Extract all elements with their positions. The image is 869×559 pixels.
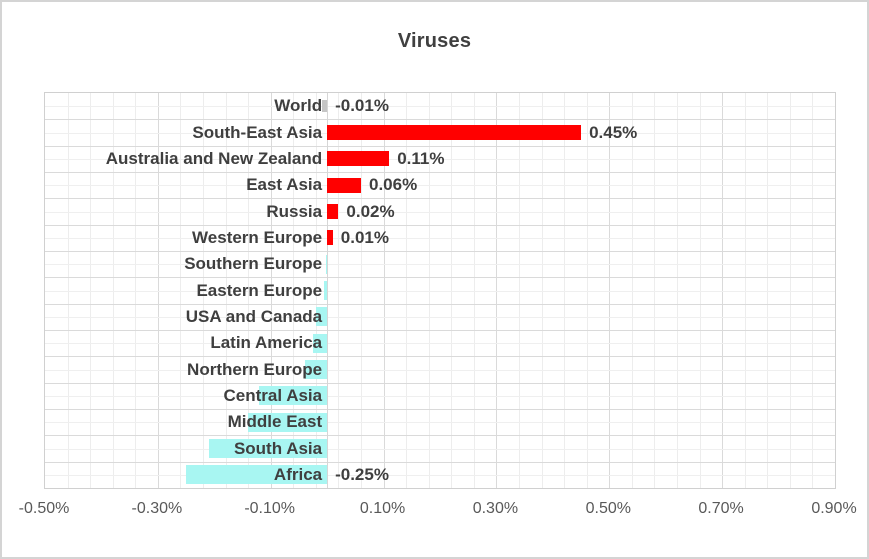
gridline-horizontal-major	[45, 356, 835, 358]
plot-area: World -0.01% South-East Asia 0.45% Australia…	[44, 92, 836, 489]
gridline-horizontal-major	[45, 277, 835, 279]
bar-central-asia	[259, 386, 328, 406]
gridline-horizontal-major	[45, 251, 835, 252]
gridline-horizontal-minor	[45, 290, 835, 292]
bar-south-east-asia	[327, 125, 581, 140]
data-label: 0.01%	[340, 227, 389, 247]
data-label: -0.25%	[335, 464, 389, 484]
bar-northern-europe	[304, 360, 328, 379]
gridline-horizontal-minor	[45, 369, 835, 371]
data-label: 0.45%	[589, 122, 638, 142]
bar-africa	[186, 465, 328, 485]
gridline-horizontal-minor	[45, 395, 835, 397]
gridline-horizontal-minor	[45, 237, 835, 239]
bar-western-europe	[327, 230, 333, 246]
data-label: 0.06%	[369, 175, 418, 195]
gridline-horizontal-minor	[45, 106, 835, 108]
gridline-horizontal-major	[45, 303, 835, 305]
bar-east-asia	[327, 177, 361, 193]
data-label: -0.01%	[335, 96, 389, 116]
x-axis-tick-label: 0.90%	[811, 500, 857, 517]
category-label: South-East Asia	[192, 122, 323, 142]
x-axis-tick-label: 0.50%	[585, 500, 631, 517]
gridline-horizontal-major	[45, 330, 835, 331]
category-label: World	[274, 96, 323, 116]
gridline-horizontal-major	[45, 409, 835, 410]
category-label: Eastern Europe	[196, 280, 323, 300]
x-axis-tick-label: 0.70%	[698, 500, 744, 517]
gridline-horizontal-major	[45, 382, 835, 384]
bar-middle-east	[248, 412, 328, 432]
data-label: 0.02%	[346, 201, 395, 221]
gridline-horizontal-major	[45, 172, 835, 173]
gridline-horizontal-minor	[45, 474, 835, 476]
bar-southern-europe	[325, 254, 328, 274]
gridline-horizontal-major	[45, 461, 835, 463]
category-label: Central Asia	[223, 385, 323, 405]
x-axis-tick-label: 0.30%	[472, 500, 519, 517]
category-label: Africa	[273, 464, 323, 484]
x-axis-tick-label: -0.50%	[18, 500, 70, 517]
category-label: Middle East	[227, 412, 323, 432]
zero-axis-line	[327, 93, 329, 488]
x-axis-tick-label: -0.30%	[131, 500, 183, 517]
data-label: 0.11%	[397, 148, 445, 168]
gridline-horizontal-minor	[45, 158, 835, 160]
gridline-horizontal-major	[45, 145, 835, 147]
category-label: Southern Europe	[184, 254, 323, 274]
category-label: Australia and New Zealand	[105, 148, 323, 168]
chart-title: Viruses	[397, 30, 472, 52]
gridline-horizontal-minor	[45, 343, 835, 345]
category-label: Latin America	[210, 333, 323, 353]
bar-latin-america	[313, 333, 328, 353]
category-label: Northern Europe	[187, 359, 323, 379]
gridline-horizontal-minor	[45, 448, 835, 450]
gridline-horizontal-major	[45, 119, 835, 121]
gridline-horizontal-minor	[45, 264, 835, 266]
gridline-horizontal-minor	[45, 211, 835, 213]
bar-eastern-europe	[324, 281, 328, 300]
bar-south-asia	[208, 439, 328, 458]
bar-world	[321, 100, 328, 113]
category-label: Western Europe	[192, 227, 323, 247]
category-label: East Asia	[246, 175, 323, 195]
gridline-horizontal-minor	[45, 422, 835, 424]
gridline-horizontal-major	[45, 435, 835, 437]
category-label: South Asia	[233, 438, 323, 458]
gridline-horizontal-major	[45, 198, 835, 200]
gridline-horizontal-minor	[45, 185, 835, 187]
category-label: USA and Canada	[185, 306, 323, 326]
x-axis: -0.50% -0.30% -0.10% 0.10% 0.30% 0.50% 0.70% 0.…	[2, 499, 867, 519]
x-axis-tick-label: 0.10%	[359, 500, 406, 517]
gridline-horizontal-minor	[45, 316, 835, 318]
bar-russia	[327, 204, 339, 219]
gridline-horizontal-major	[45, 224, 835, 226]
bar-usa-and-canada	[315, 307, 328, 327]
category-label: Russia	[266, 201, 323, 221]
bar-australia-and-new-zealand	[327, 151, 390, 167]
x-axis-tick-label: -0.10%	[244, 500, 296, 517]
